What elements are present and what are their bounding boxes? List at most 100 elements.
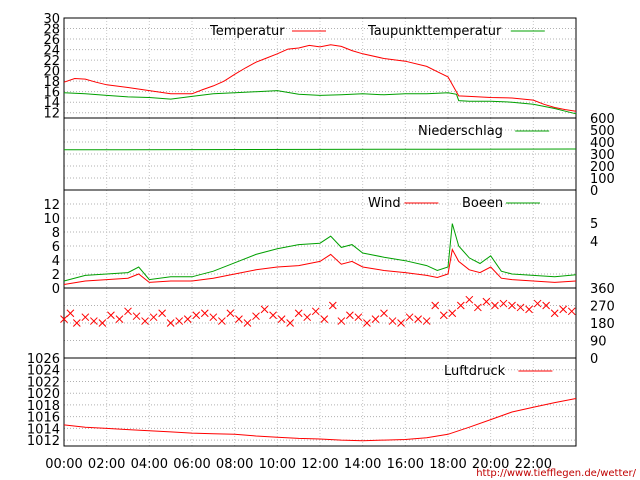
y-tick-label: 0 <box>590 352 598 367</box>
y-tick-label: 0 <box>52 282 60 297</box>
data-point <box>346 311 354 320</box>
data-point-stroke <box>158 309 166 318</box>
data-point <box>337 317 346 325</box>
y-tick-label-right: 5 <box>590 217 598 232</box>
x-tick-label: 00:00 <box>45 457 82 472</box>
y-tick-label: 90 <box>590 335 607 350</box>
data-point <box>567 307 576 316</box>
y-tick-label: 10 <box>43 212 60 227</box>
x-tick-label: 08:00 <box>216 457 253 472</box>
data-point <box>482 297 491 306</box>
data-point-stroke <box>141 317 149 325</box>
panel-frame <box>63 357 577 447</box>
data-point-stroke <box>124 307 132 316</box>
series-line-temperatur <box>63 44 577 112</box>
data-point <box>260 305 269 314</box>
data-point-stroke <box>533 299 542 308</box>
data-point <box>235 315 243 323</box>
data-point-stroke <box>175 317 184 325</box>
data-point <box>149 313 158 322</box>
data-point-stroke <box>439 311 448 320</box>
data-point <box>166 319 175 327</box>
y-tick-label: 100 <box>590 172 615 187</box>
y-tick-label: 200 <box>590 160 615 175</box>
data-point <box>107 311 115 320</box>
data-point <box>72 319 81 327</box>
data-point-stroke <box>60 315 68 323</box>
series-line-niederschlag <box>63 148 577 151</box>
credit-url: http://www.tiefflegen.de/wetter/ <box>476 468 636 479</box>
y-tick-label: 4 <box>52 254 60 269</box>
data-point-stroke <box>81 313 90 322</box>
legend-label: Boeen <box>462 196 503 211</box>
series-line-wind <box>63 247 577 285</box>
data-point-stroke <box>132 312 141 321</box>
data-point-stroke <box>456 301 465 310</box>
data-point-stroke <box>354 313 363 322</box>
data-point <box>491 301 499 310</box>
y-tick-label: 1026 <box>27 352 60 367</box>
data-point-stroke <box>508 301 516 310</box>
data-point-stroke <box>235 315 243 323</box>
data-point <box>277 315 286 323</box>
data-point-stroke <box>397 319 405 327</box>
data-point <box>448 309 457 318</box>
data-point <box>60 315 68 323</box>
data-point-stroke <box>550 309 559 318</box>
data-point <box>405 313 414 322</box>
data-point-stroke <box>431 301 440 310</box>
data-point-stroke <box>192 311 201 320</box>
data-point <box>550 309 559 318</box>
data-point-stroke <box>72 319 81 327</box>
data-point <box>499 299 508 308</box>
data-point-stroke <box>107 311 115 320</box>
data-point <box>252 312 260 321</box>
y-tick-label: 12 <box>43 107 60 122</box>
data-point-stroke <box>149 313 158 322</box>
data-point <box>303 313 312 322</box>
y-tick-label: 18 <box>43 75 60 90</box>
data-point <box>354 313 363 322</box>
x-tick-label: 18:00 <box>429 457 466 472</box>
data-point <box>474 303 482 312</box>
data-point <box>525 305 533 314</box>
series-line-boeen <box>63 223 577 282</box>
data-point-stroke <box>499 299 508 308</box>
data-point <box>218 317 226 325</box>
y-tick-label: 8 <box>52 226 60 241</box>
series-line-taupunkttemperatur <box>63 90 577 115</box>
y-tick-label: 1022 <box>27 375 60 390</box>
data-point-stroke <box>346 311 354 320</box>
y-tick-label: 14 <box>43 96 60 111</box>
data-point <box>132 312 141 321</box>
x-tick-label: 22:00 <box>515 457 552 472</box>
data-point-stroke <box>516 303 525 312</box>
data-point-stroke <box>166 319 175 327</box>
data-point-stroke <box>294 309 303 318</box>
data-point-stroke <box>491 301 499 310</box>
y-tick-label: 24 <box>43 44 60 59</box>
data-point <box>516 303 525 312</box>
panel-temperature <box>63 17 577 119</box>
y-tick-label: 600 <box>590 112 615 127</box>
data-point-stroke <box>482 297 491 306</box>
data-point-stroke <box>405 313 414 322</box>
y-tick-label: 12 <box>43 198 60 213</box>
data-point <box>439 311 448 320</box>
legend-label: Wind <box>368 196 401 211</box>
data-point <box>542 301 550 310</box>
data-point-stroke <box>567 307 576 316</box>
y-tick-label: 16 <box>43 86 60 101</box>
x-tick-label: 16:00 <box>387 457 424 472</box>
data-point-stroke <box>260 305 269 314</box>
data-point-stroke <box>243 319 252 327</box>
data-point <box>141 317 149 325</box>
panel-wind_direction <box>60 287 577 359</box>
data-point <box>414 315 422 323</box>
legend-label: Luftdruck <box>444 364 506 379</box>
data-point <box>226 309 235 318</box>
data-point-stroke <box>90 317 98 325</box>
data-point-stroke <box>183 315 192 323</box>
data-point <box>508 301 516 310</box>
